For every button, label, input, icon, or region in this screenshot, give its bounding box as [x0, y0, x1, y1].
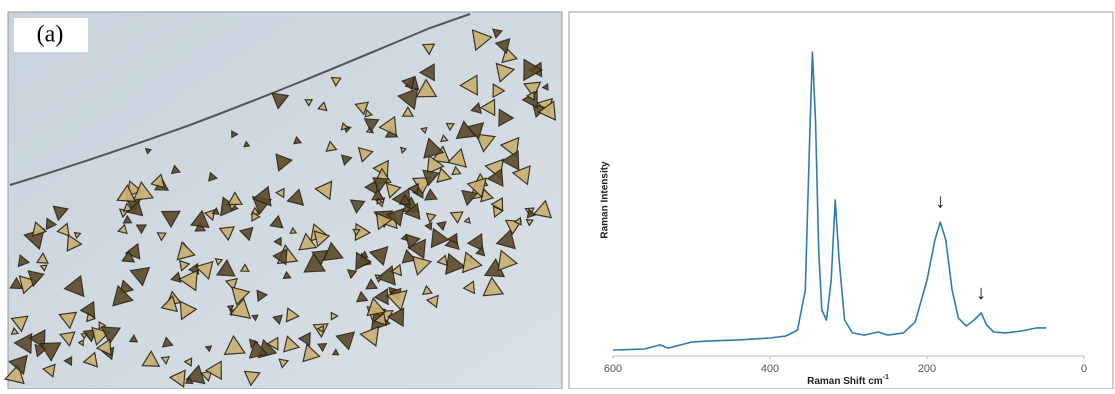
x-axis-label: Raman Shift cm-1	[807, 374, 889, 387]
figure: (a) 600 400 200 0 Raman Shift cm-1 Raman Inte…	[0, 0, 1115, 389]
x-tick-label: 400	[761, 363, 779, 375]
x-tick-label: 0	[1081, 363, 1087, 375]
page: {"image_label": "(a)", "chart_data": {"t…	[0, 0, 1115, 389]
y-axis-label: Raman Intensity	[600, 161, 611, 239]
peak-arrow: ↓	[935, 191, 945, 213]
x-label-text: Raman Shift cm	[807, 376, 883, 387]
peak-arrow: ↓	[976, 282, 986, 304]
panel-label: (a)	[37, 22, 64, 48]
spectrum-chart: 600 400 200 0 Raman Shift cm-1 Raman Intensit…	[569, 12, 1113, 389]
micrograph: (a)	[5, 12, 562, 389]
x-tick-label: 600	[604, 363, 622, 375]
x-tick-label: 200	[918, 363, 936, 375]
chart-border	[569, 12, 1113, 389]
x-label-superscript: -1	[883, 374, 889, 381]
